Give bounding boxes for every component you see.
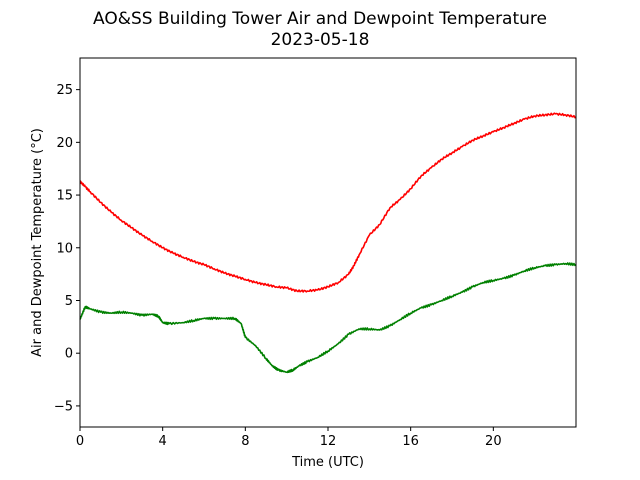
y-tick-label: 25: [56, 83, 73, 98]
y-tick-label: 5: [65, 294, 73, 309]
y-tick-label: 0: [65, 347, 73, 362]
chart-title: AO&SS Building Tower Air and Dewpoint Te…: [93, 9, 547, 29]
x-axis-label: Time (UTC): [291, 455, 364, 470]
x-tick-label: 20: [485, 434, 502, 449]
y-axis-label: Air and Dewpoint Temperature (°C): [30, 128, 45, 357]
plot-series-group: [79, 112, 577, 374]
y-tick-label: −5: [54, 399, 73, 414]
y-axis-ticks: −5 0 5 10 15 20 25: [54, 83, 80, 414]
x-axis-ticks: 0 4 8 12 16 20: [76, 427, 502, 449]
x-tick-label: 16: [402, 434, 419, 449]
x-tick-label: 12: [320, 434, 337, 449]
y-tick-label: 10: [56, 241, 73, 256]
series-line-1: [79, 112, 577, 293]
x-tick-label: 8: [241, 434, 249, 449]
chart-subtitle: 2023-05-18: [271, 30, 370, 50]
series-line-2: [79, 262, 577, 374]
y-tick-label: 20: [56, 136, 73, 151]
x-tick-label: 4: [159, 434, 167, 449]
y-tick-label: 15: [56, 189, 73, 204]
x-tick-label: 0: [76, 434, 84, 449]
